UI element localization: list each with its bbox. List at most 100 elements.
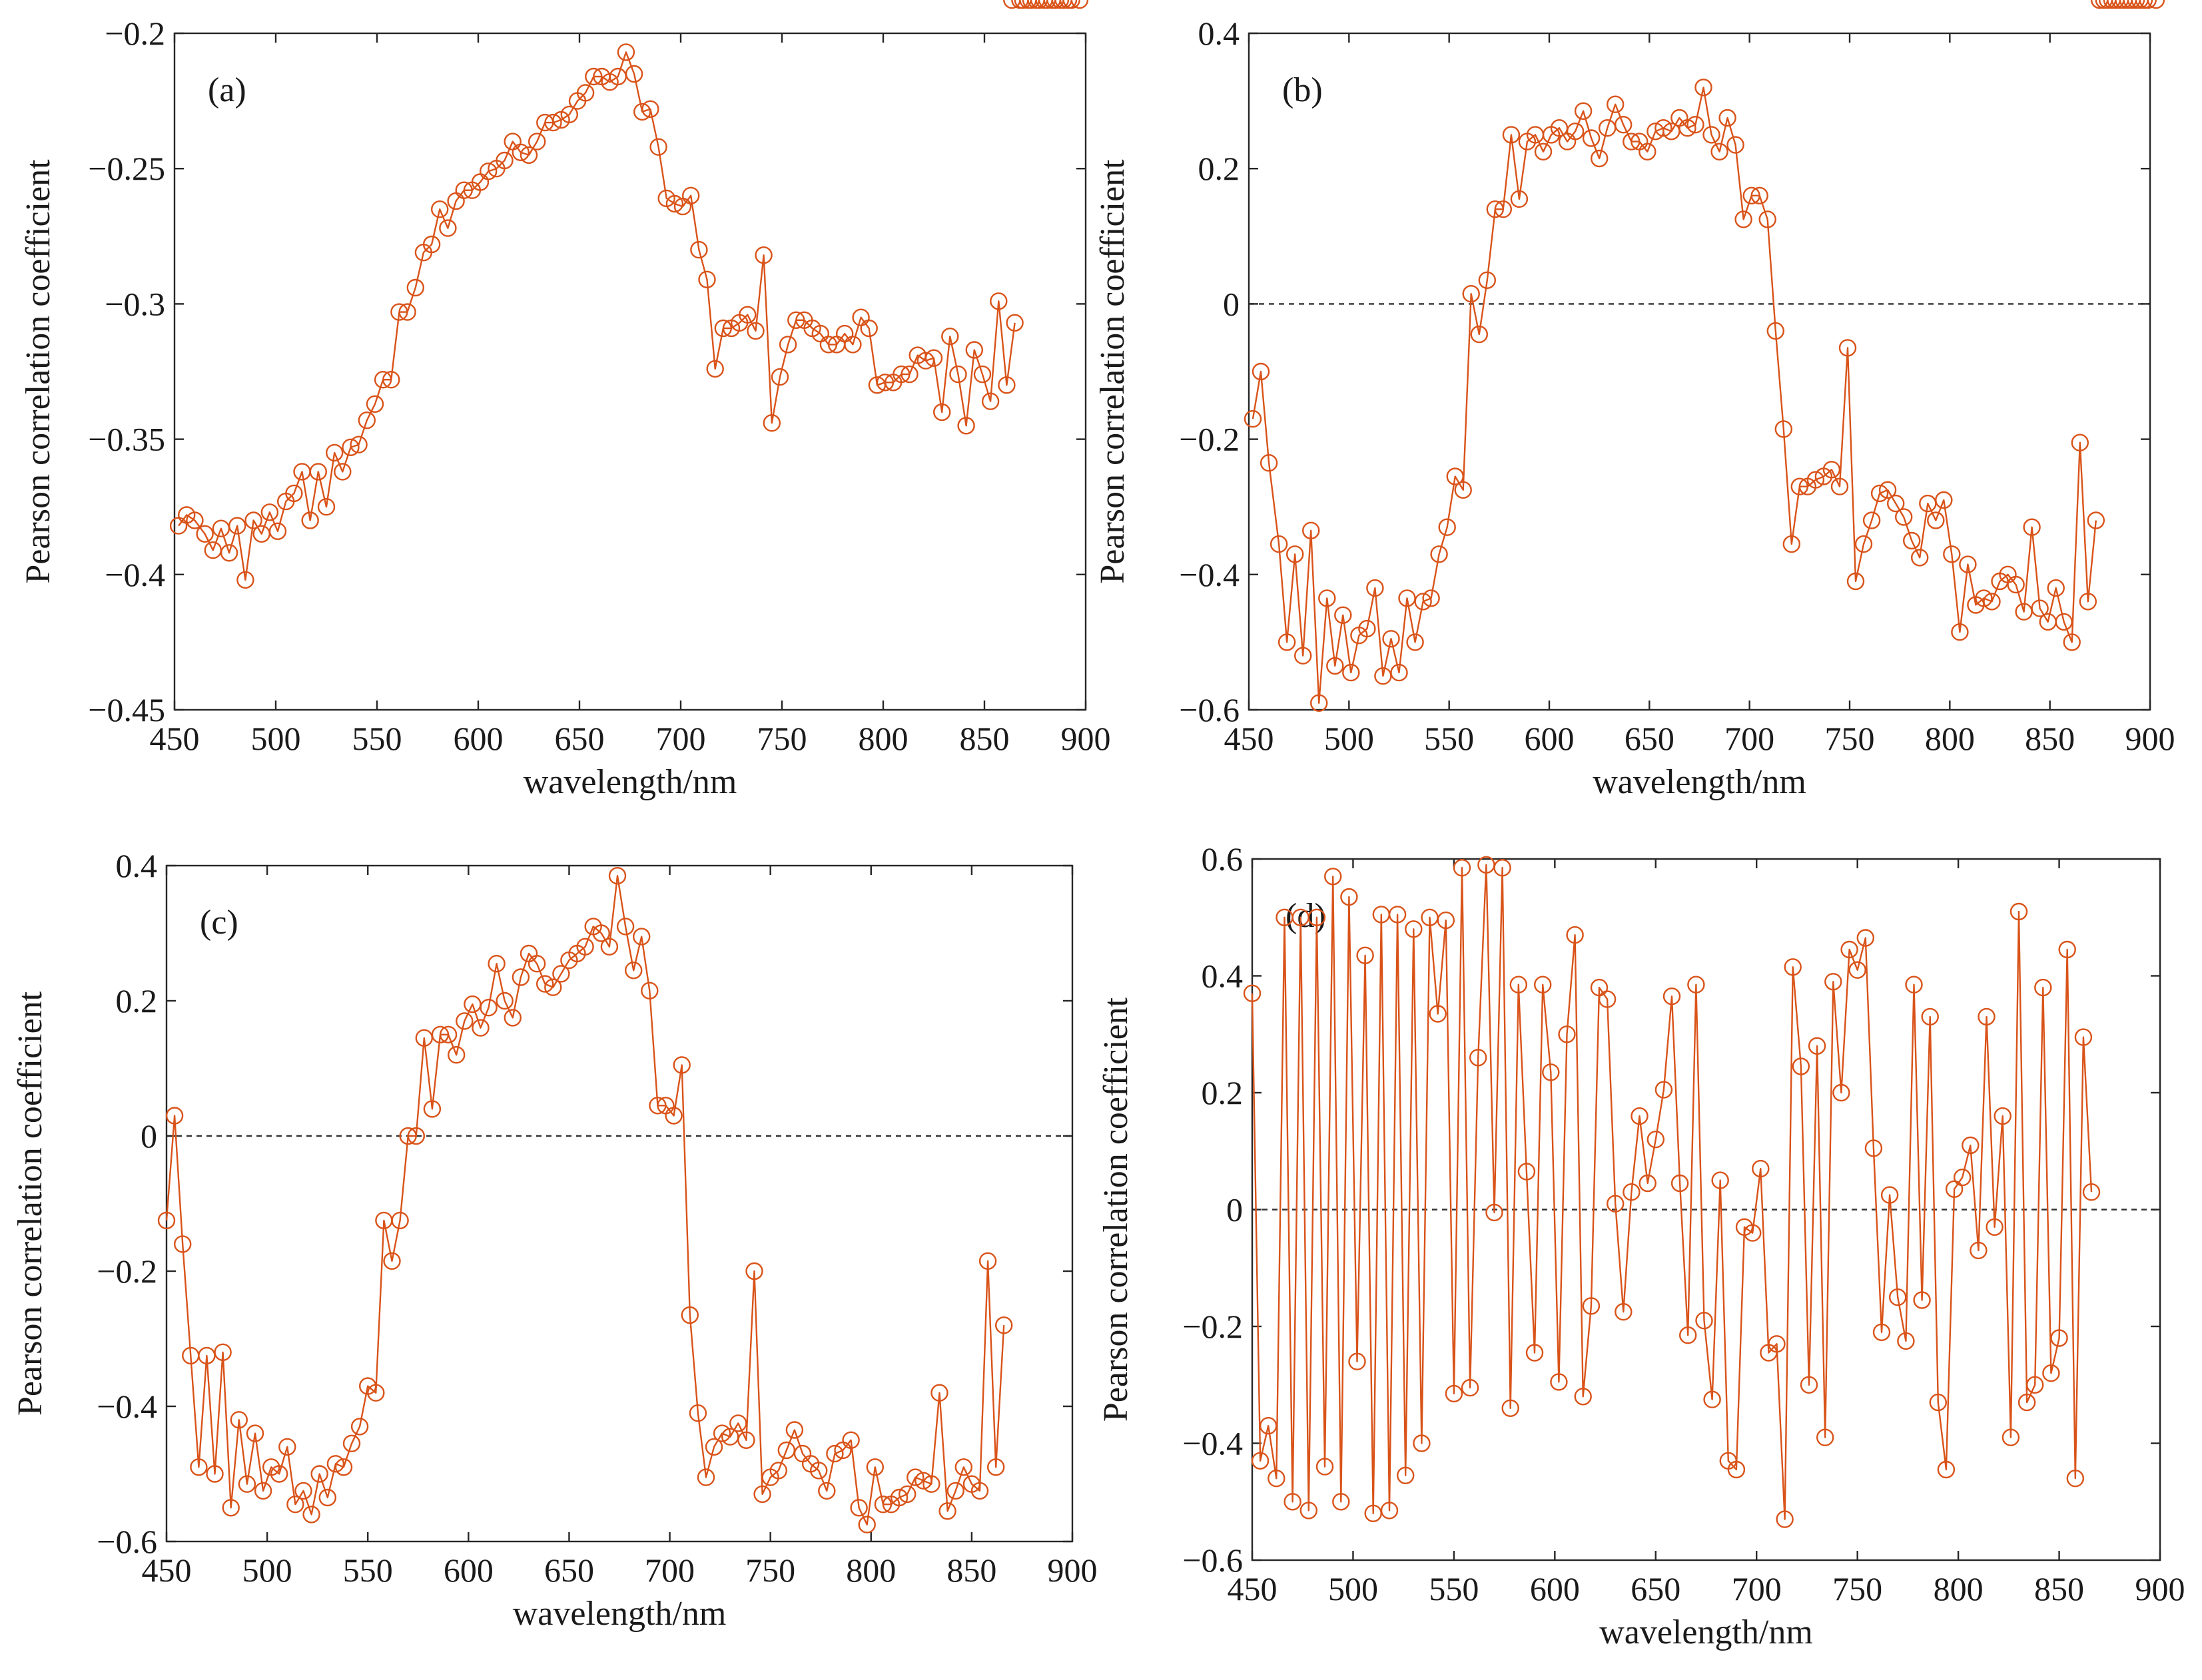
data-point [1639,1174,1656,1193]
data-point [779,336,797,354]
data-point [1293,647,1312,665]
data-point [1301,521,1320,539]
data-point [301,511,319,529]
data-point [236,571,254,589]
data-point [391,1211,409,1230]
data-point [1429,1005,1447,1023]
data-point [771,368,789,386]
data-point [1461,1378,1479,1397]
x-axis-label: wavelength/nm [1599,1613,1813,1651]
y-tick-label: 0.4 [116,847,158,884]
data-point [278,1438,296,1456]
data-point [1268,1469,1285,1488]
data-point [866,1458,885,1476]
data-point [1978,1007,1996,1026]
x-tick-label: 550 [1429,1570,1479,1607]
y-tick-label: −0.25 [88,150,165,187]
data-point [1462,285,1480,303]
data-point [1309,694,1328,712]
data-point [174,1235,192,1253]
data-point [2010,902,2028,921]
x-tick-label: 500 [1328,1570,1378,1607]
data-point [1986,1218,2004,1237]
data-point [649,138,667,156]
x-tick-label: 700 [656,720,706,757]
data-point [641,981,659,1000]
data-point [938,1502,956,1520]
data-point [1790,477,1809,495]
data-point [1342,663,1360,682]
plot-frame [173,32,1087,711]
x-tick-label: 450 [1224,720,1274,757]
data-point [753,1485,771,1504]
data-point [1854,535,1873,553]
data-point [1800,1376,1818,1394]
data-point [1003,0,1021,9]
data-point [1414,593,1432,611]
data-point [874,1495,893,1514]
data-point [1517,1163,1536,1181]
data-point [2139,0,2157,9]
data-point [464,995,482,1013]
data-point [157,1211,176,1230]
y-tick-label: −0.3 [105,285,165,322]
y-axis-label: Pearson correlation coefficient [11,991,49,1416]
y-tick-label: −0.2 [105,15,165,52]
data-point [922,1475,940,1493]
data-point [2023,518,2041,536]
data-point [317,498,336,516]
data-point [1318,589,1336,607]
data-point [480,998,498,1017]
data-point [2047,579,2065,597]
data-point [2135,0,2153,9]
y-tick-label: −0.35 [88,421,165,458]
data-point [907,1468,924,1486]
x-tick-label: 650 [544,1551,594,1589]
data-point [1011,0,1029,9]
data-point [1838,339,1857,357]
data-point [673,1056,691,1074]
data-point [755,246,773,264]
data-point [1846,572,1865,591]
data-point [930,1384,948,1402]
data-point [706,360,724,378]
data-point [1742,186,1760,204]
data-point [1695,1311,1713,1330]
data-point [1686,115,1704,134]
plot-frame [165,864,1074,1543]
data-point [382,371,400,389]
x-tick-label: 650 [1631,1570,1680,1607]
data-point [1533,976,1552,993]
data-point [898,1485,917,1504]
data-point [1470,325,1489,344]
data-point [238,1475,256,1493]
plot-frame [1248,32,2151,711]
data-point [1550,1373,1568,1391]
data-point [366,395,384,413]
data-point [1278,633,1296,651]
data-point [1059,0,1078,9]
data-point [1332,1493,1350,1511]
data-point [1994,1107,2012,1125]
data-point [1446,467,1464,485]
data-point [954,1458,973,1476]
data-point [350,435,368,453]
y-tick-label: 0.2 [116,982,158,1019]
x-tick-label: 850 [946,1551,996,1589]
data-point [915,1472,932,1490]
data-point [214,1343,232,1362]
data-point [1784,958,1802,976]
x-axis-label: wavelength/nm [513,1595,727,1633]
data-point [406,278,424,297]
data-point [1510,190,1529,208]
data-point [665,1107,683,1125]
data-point [585,67,603,86]
data-point [1902,531,1921,550]
data-point [1945,1180,1964,1199]
data-point [1382,630,1400,648]
data-point [1534,142,1553,161]
data-point [1070,0,1089,9]
y-tick-label: −0.6 [1182,1541,1243,1579]
data-point [1542,1063,1560,1081]
data-point [1582,129,1601,147]
